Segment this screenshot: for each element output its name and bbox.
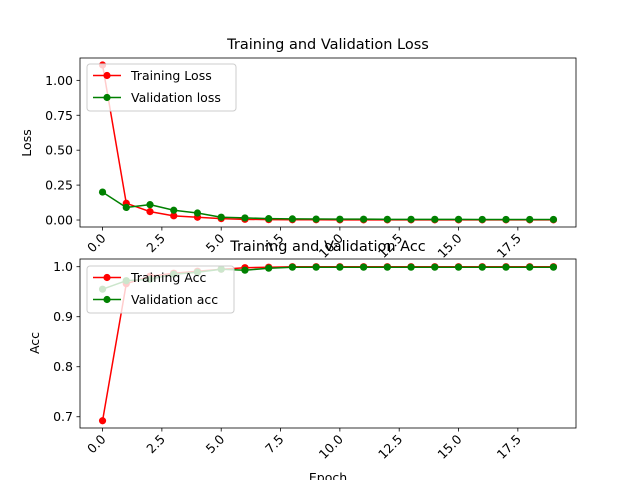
loss-series-0-point (170, 212, 178, 220)
acc-series-1-point (431, 263, 439, 271)
acc-series-0-point (98, 417, 107, 425)
loss-series-1-point (146, 201, 154, 209)
acc-y-tick-label: 0.9 (53, 309, 73, 324)
loss-series-1-point (383, 215, 391, 223)
loss-series-0-point (146, 208, 154, 216)
acc-series-1-point (478, 263, 486, 271)
loss-legend-frame (86, 63, 237, 112)
loss-y-tick-label: 0.75 (45, 108, 73, 123)
loss-series-1-point (122, 203, 130, 212)
loss-legend: Training Loss Validation loss (86, 63, 237, 112)
legend-marker-training-acc (103, 273, 111, 282)
loss-series-1-point (98, 188, 107, 196)
loss-y-tick-label: 0.50 (45, 143, 73, 158)
acc-x-axis-label: Epoch (309, 470, 347, 480)
loss-series-1-point (312, 215, 320, 223)
legend-marker-training-loss (103, 71, 111, 80)
loss-series-1-point (170, 206, 178, 214)
loss-series-1-point (526, 215, 534, 224)
acc-series-1-point (383, 263, 391, 271)
acc-series-1-point (336, 263, 344, 271)
acc-series-1-point (526, 263, 534, 271)
acc-series-1-point (265, 264, 273, 272)
loss-series-1-point (478, 215, 486, 224)
acc-series-1-point (549, 263, 558, 271)
loss-series-1-point (549, 215, 558, 224)
acc-subplot: Training and Validation Acc Acc Epoch 0.… (27, 239, 577, 480)
acc-series-1-point (312, 263, 320, 271)
acc-y-tick-label: 0.8 (53, 359, 73, 374)
loss-series-1-point (265, 215, 273, 223)
loss-series-1-point (431, 215, 439, 223)
acc-y-tick-label: 1.0 (53, 259, 73, 274)
acc-axes-frame (79, 258, 577, 429)
acc-legend: Training Acc Validation acc (86, 265, 235, 314)
legend-marker-validation-acc (103, 295, 111, 304)
acc-y-axis-label: Acc (27, 332, 42, 354)
loss-series-line-1 (102, 191, 554, 221)
legend-label-training-loss: Training Loss (130, 68, 212, 83)
acc-chart-title: Training and Validation Acc (229, 239, 426, 255)
loss-series-1-point (359, 215, 368, 223)
acc-series-1-point (502, 263, 510, 271)
loss-series-1-point (288, 215, 297, 223)
loss-y-tick-label: 1.00 (45, 73, 73, 88)
loss-series-1-point (241, 214, 249, 222)
legend-label-training-acc: Training Acc (130, 270, 206, 285)
acc-series-1-point (241, 266, 249, 274)
loss-series-1-point (407, 215, 415, 223)
loss-series-1-point (502, 215, 510, 224)
loss-axes-frame (79, 57, 577, 228)
loss-y-tick-label: 0.00 (45, 213, 73, 228)
loss-chart-title: Training and Validation Loss (226, 37, 429, 53)
acc-plot-area: 0.70.80.91.00.0 2.5 5.0 7.5 10.0 12.5 15.0 17.5 (53, 258, 577, 462)
acc-series-1-point (454, 263, 463, 271)
acc-series-1-point (288, 263, 297, 271)
legend-marker-validation-loss (103, 93, 111, 102)
acc-legend-frame (86, 265, 235, 314)
loss-y-axis-label: Loss (19, 129, 34, 156)
acc-series-1-point (359, 263, 368, 271)
loss-series-1-point (336, 215, 344, 223)
legend-label-validation-loss: Validation loss (131, 90, 221, 105)
loss-y-tick-label: 0.25 (45, 178, 73, 193)
loss-series-1-point (454, 215, 463, 223)
legend-label-validation-acc: Validation acc (131, 292, 218, 307)
acc-y-tick-label: 0.7 (53, 409, 73, 424)
loss-series-1-point (217, 213, 225, 221)
loss-series-1-point (193, 209, 202, 217)
acc-series-1-point (407, 263, 415, 271)
